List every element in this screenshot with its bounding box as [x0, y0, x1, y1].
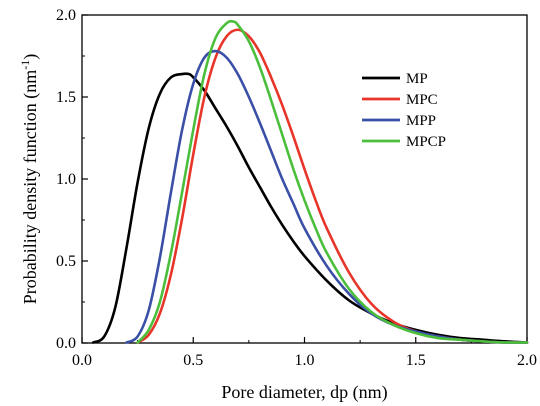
series-line-mpp	[125, 49, 529, 344]
x-tick-label: 0.0	[72, 352, 92, 369]
x-tick-label: 1.5	[406, 352, 426, 369]
legend-label-mpp: MPP	[406, 113, 436, 129]
series-line-mpcp	[136, 19, 529, 344]
legend-label-mp: MP	[406, 71, 428, 87]
x-tick-label: 2.0	[517, 352, 537, 369]
legend-label-mpcp: MPCP	[406, 134, 446, 150]
y-tick-label: 1.5	[56, 89, 76, 106]
y-tick-label: 0.5	[56, 253, 76, 270]
y-axis-label: Probability density function (nm-1)	[18, 54, 41, 304]
x-tick-label: 1.0	[295, 352, 315, 369]
y-axis-label-main: Probability density function (nm	[20, 70, 41, 304]
series-line-mp	[91, 72, 529, 344]
x-tick-label: 0.5	[183, 352, 203, 369]
y-tick-label: 1.0	[56, 171, 76, 188]
series-layer	[91, 19, 529, 344]
y-tick-label: 0.0	[56, 335, 76, 352]
legend: MP MPC MPP MPCP	[362, 71, 446, 150]
x-axis-label: Pore diameter, dp (nm)	[221, 382, 387, 403]
y-axis-label-superscript: -1	[18, 60, 32, 70]
y-axis-ticks: 0.0 0.5 1.0 1.5 2.0	[56, 7, 88, 352]
y-axis-label-close: )	[20, 54, 41, 60]
y-tick-label: 2.0	[56, 7, 76, 24]
legend-label-mpc: MPC	[406, 92, 438, 108]
plot-frame	[81, 14, 528, 344]
